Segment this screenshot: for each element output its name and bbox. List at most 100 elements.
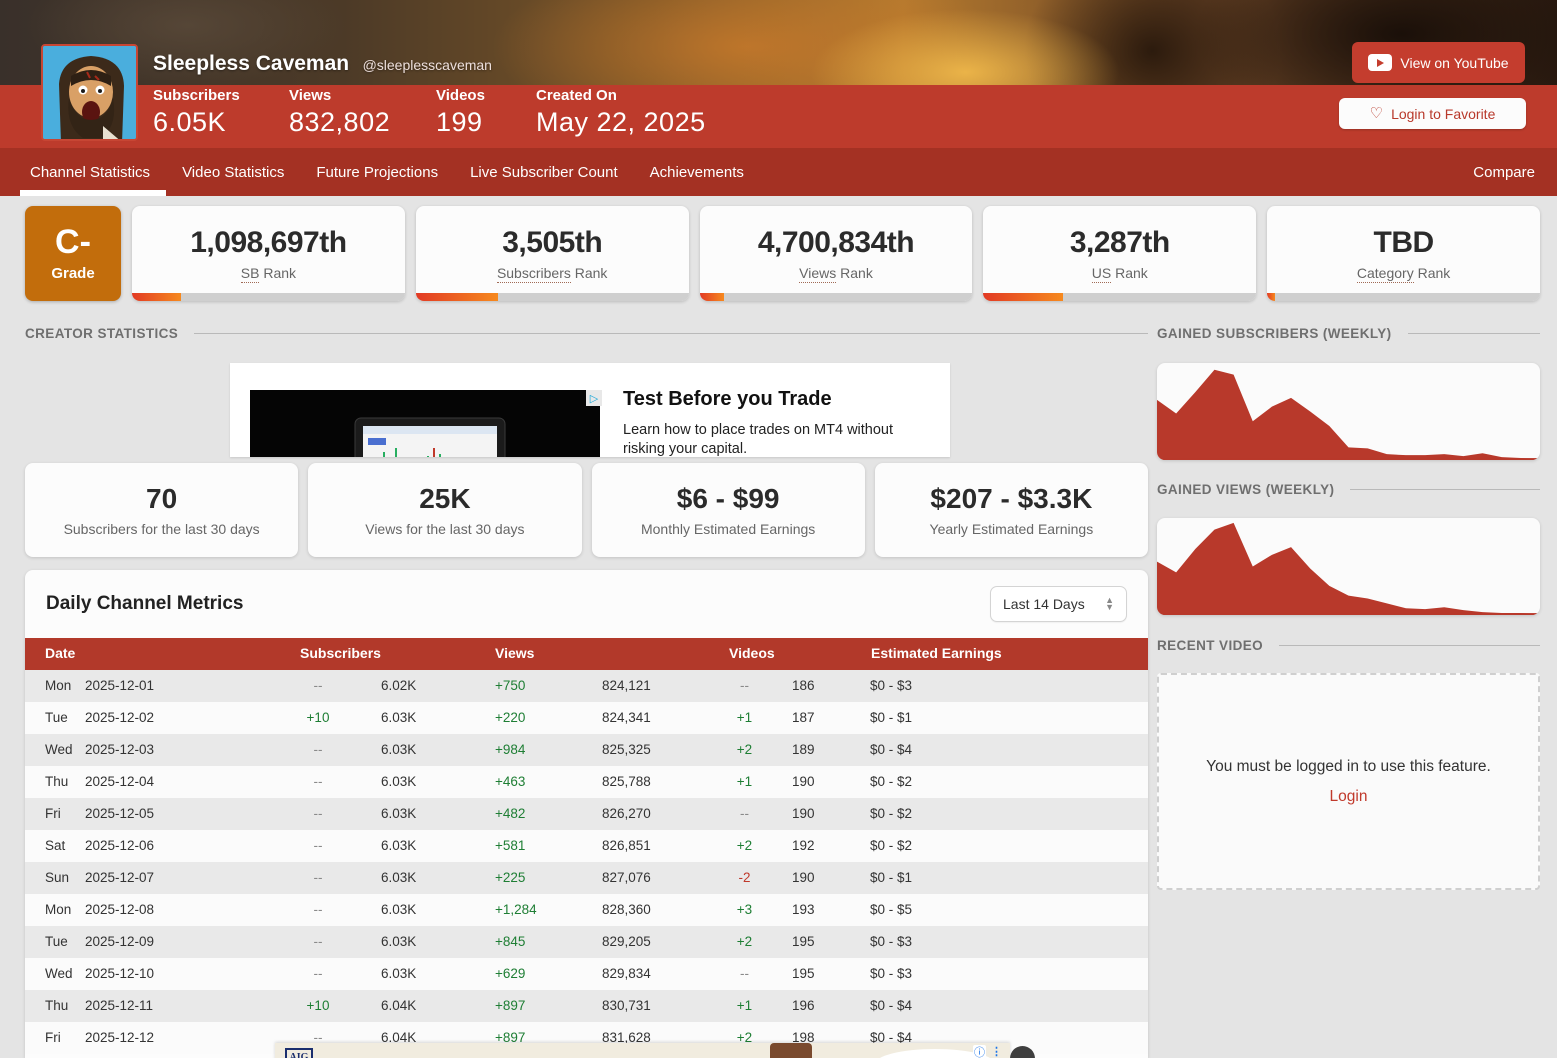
tab-achievements[interactable]: Achievements <box>649 163 744 181</box>
table-cell: 6.04K <box>381 1030 417 1045</box>
section-gained-views: GAINED VIEWS (WEEKLY) <box>1157 482 1540 497</box>
table-cell: 829,834 <box>602 966 651 981</box>
views-abbr[interactable]: Views <box>799 265 837 283</box>
heart-icon: ♡ <box>1369 105 1384 122</box>
date-range-select[interactable]: Last 14 Days ▲ ▼ <box>990 586 1127 622</box>
table-cell: -- <box>740 678 749 693</box>
ad-info-icon[interactable]: ⓘ <box>973 1045 986 1058</box>
table-cell: +220 <box>495 710 526 725</box>
table-cell: 826,851 <box>602 838 651 853</box>
table-cell: 828,360 <box>602 902 651 917</box>
login-to-favorite-label: Login to Favorite <box>1391 105 1496 122</box>
table-cell: -- <box>740 806 749 821</box>
table-cell: 2025-12-11 <box>85 998 154 1013</box>
section-creator-statistics: CREATOR STATISTICS <box>25 326 1148 341</box>
table-cell: -- <box>313 966 323 981</box>
table-cell: Sat <box>45 838 66 853</box>
sb-abbr[interactable]: SB <box>240 265 260 283</box>
chevron-up-down-icon: ▲ ▼ <box>1105 594 1114 612</box>
table-cell: +10 <box>306 710 330 725</box>
tab-live-subscriber-count[interactable]: Live Subscriber Count <box>470 163 618 181</box>
table-cell: 192 <box>792 838 815 853</box>
table-cell: Tue <box>45 934 68 949</box>
header-stat-created-on: Created On May 22, 2025 <box>536 87 706 137</box>
advertisement-banner[interactable]: ▷ Test Before you Trade Learn how to pla… <box>230 363 950 457</box>
tab-channel-statistics[interactable]: Channel Statistics <box>19 148 167 196</box>
metrics-title: Daily Channel Metrics <box>46 593 244 614</box>
table-cell: $0 - $4 <box>870 742 913 757</box>
compare-link[interactable]: Compare <box>1473 163 1535 181</box>
table-cell: +1 <box>736 998 753 1013</box>
table-cell: 6.03K <box>381 902 417 917</box>
table-cell: Tue <box>45 710 68 725</box>
main-nav: Channel Statistics Video Statistics Futu… <box>0 148 1557 196</box>
table-cell: 193 <box>792 902 815 917</box>
login-required-message: You must be logged in to use this featur… <box>1206 757 1491 775</box>
header-band <box>0 85 1557 148</box>
rank-cards-row: C- Grade 1,098,697th SB Rank 3,505th Sub… <box>25 206 1540 301</box>
table-cell: 6.03K <box>381 966 417 981</box>
category-rank-card: TBD Category Rank <box>1267 206 1540 301</box>
table-cell: 824,121 <box>602 678 651 693</box>
us-rank-card: 3,287th US Rank <box>983 206 1257 301</box>
date-range-value: Last 14 Days <box>1003 596 1085 612</box>
recent-video-login-box: You must be logged in to use this featur… <box>1157 673 1540 890</box>
table-cell: 2025-12-12 <box>85 1030 155 1045</box>
table-cell: +1 <box>736 710 753 725</box>
table-cell: Wed <box>45 742 73 757</box>
category-abbr[interactable]: Category <box>1356 265 1414 283</box>
grade-value: C- <box>55 223 91 261</box>
table-cell: +984 <box>495 742 526 757</box>
table-row: Thu 2025-12-11 +10 6.04K +897 830,731 +1 196 $0 … <box>25 990 1148 1022</box>
views-rank-card: 4,700,834th Views Rank <box>699 206 973 301</box>
view-on-youtube-button[interactable]: View on YouTube <box>1352 42 1525 83</box>
table-cell: Thu <box>45 998 69 1013</box>
table-row: Wed 2025-12-10 -- 6.03K +629 829,834 -- 195 $0 -… <box>25 958 1148 990</box>
channel-avatar <box>41 44 138 141</box>
table-cell: +3 <box>736 902 753 917</box>
ad-image-laptop-trading <box>250 390 600 457</box>
us-rank-progress <box>983 293 1063 301</box>
adchoices-icon[interactable]: ▷ <box>586 390 602 406</box>
sb-rank-value: 1,098,697th <box>190 226 347 259</box>
subscribers-abbr[interactable]: Subscribers <box>496 265 571 283</box>
subscribers-rank-progress <box>415 293 498 301</box>
table-row: Fri 2025-12-05 -- 6.03K +482 826,270 -- 190 $0 -… <box>25 798 1148 830</box>
table-cell: 825,325 <box>602 742 651 757</box>
us-abbr[interactable]: US <box>1091 265 1112 283</box>
category-rank-value: TBD <box>1373 226 1435 259</box>
login-to-favorite-button[interactable]: ♡ Login to Favorite <box>1339 98 1526 129</box>
views-rank-progress <box>699 293 725 301</box>
table-cell: +463 <box>495 774 526 789</box>
sb-rank-progress <box>132 293 182 301</box>
table-cell: +10 <box>306 998 330 1013</box>
table-cell: +845 <box>495 934 526 949</box>
table-cell: 195 <box>792 966 815 981</box>
ad-title[interactable]: Test Before you Trade <box>623 388 832 410</box>
sb-rank-card: 1,098,697th SB Rank <box>132 206 405 301</box>
bottom-advertisement-banner[interactable]: AIG ⓘ ⋮ <box>275 1043 1010 1058</box>
table-cell: +1,284 <box>495 902 537 917</box>
subscribers-rank-value: 3,505th <box>502 226 603 259</box>
tab-future-projections[interactable]: Future Projections <box>316 163 439 181</box>
table-cell: 186 <box>792 678 815 693</box>
daily-channel-metrics-card: Daily Channel Metrics Last 14 Days ▲ ▼ Da… <box>25 570 1148 1058</box>
table-cell: +225 <box>495 870 526 885</box>
table-cell: +1 <box>736 774 753 789</box>
subscribers-rank-label: Subscribers Rank <box>496 265 608 283</box>
table-cell: 6.03K <box>381 934 417 949</box>
gained-subscribers-chart <box>1157 363 1540 460</box>
table-cell: Fri <box>45 1030 61 1045</box>
table-cell: 6.02K <box>381 678 417 693</box>
header-stats: Subscribers 6.05K Views 832,802 Videos 1… <box>153 85 706 138</box>
table-cell: $0 - $1 <box>870 870 913 885</box>
table-row: Wed 2025-12-03 -- 6.03K +984 825,325 +2 189 $0 -… <box>25 734 1148 766</box>
caveman-avatar-art <box>43 46 136 139</box>
table-cell: $0 - $2 <box>870 838 913 853</box>
ad-menu-dots-icon[interactable]: ⋮ <box>991 1046 1002 1058</box>
tab-video-statistics[interactable]: Video Statistics <box>182 163 285 181</box>
login-link[interactable]: Login <box>1329 787 1368 805</box>
table-row: Tue 2025-12-09 -- 6.03K +845 829,205 +2 195 $0 -… <box>25 926 1148 958</box>
table-cell: $0 - $1 <box>870 710 913 725</box>
table-row: Mon 2025-12-08 -- 6.03K +1,284 828,360 +3 193 $0… <box>25 894 1148 926</box>
